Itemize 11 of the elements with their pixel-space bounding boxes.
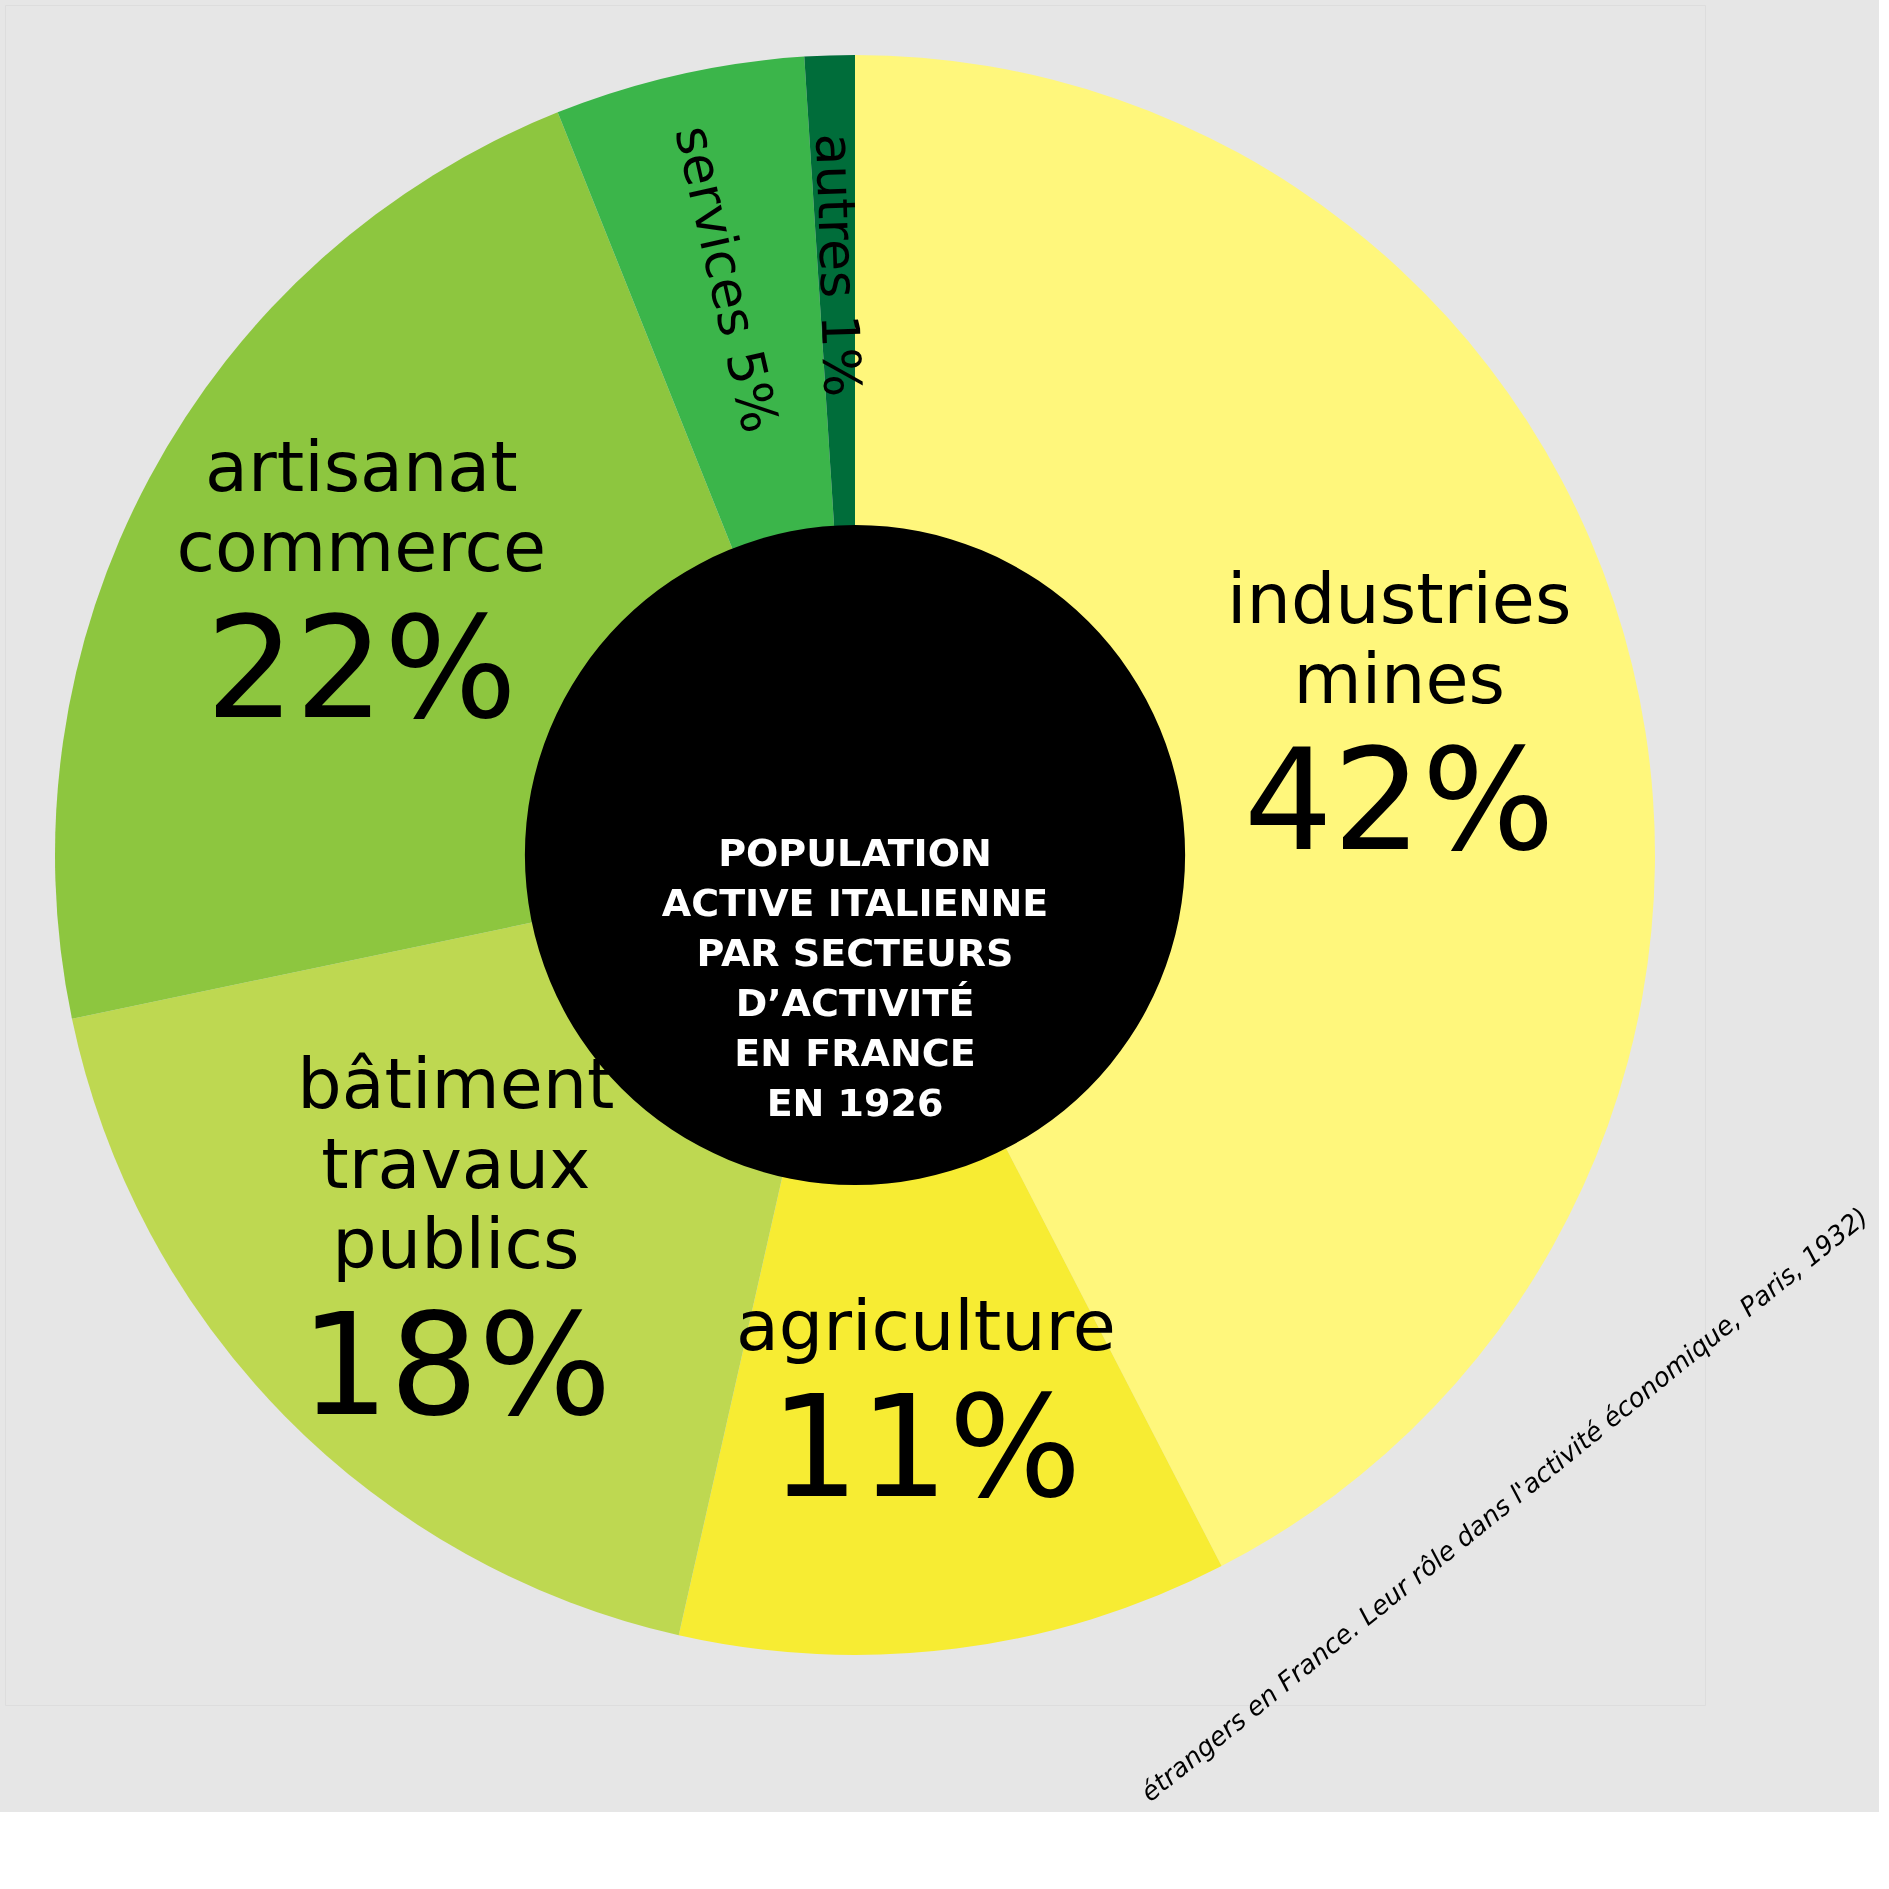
slice-label: autres 1%: [804, 132, 873, 398]
data-label: 18%: [300, 1283, 612, 1447]
slice-label: services 5%: [663, 120, 791, 439]
data-label: 11%: [770, 1366, 1082, 1530]
slice-label: artisanat commerce: [176, 425, 547, 588]
text: POPULATION ACTIVE ITALIENNE PAR SECTEURS D’ACTIVITÉ EN FRANCE EN 1926: [661, 831, 1049, 1125]
data-label: 22%: [205, 586, 517, 750]
slice-label: industries mines: [1227, 557, 1572, 720]
slice-label: bâtiment travaux publics: [297, 1042, 615, 1285]
data-label: 42%: [1243, 718, 1555, 882]
slice-label: agriculture: [735, 1285, 1116, 1368]
